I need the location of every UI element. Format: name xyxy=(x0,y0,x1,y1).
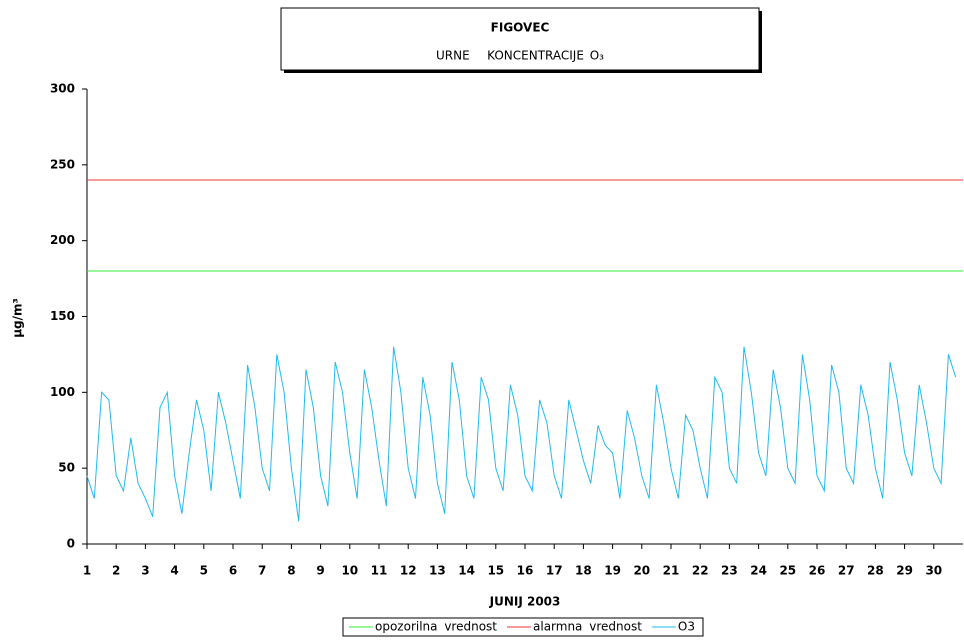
x-tick-label: 25 xyxy=(779,564,796,578)
y-tick-label: 300 xyxy=(50,82,75,96)
y-tick-label: 50 xyxy=(58,461,75,475)
legend-label: opozorilna vrednost xyxy=(375,620,497,634)
x-tick-label: 29 xyxy=(896,564,913,578)
x-tick-label: 3 xyxy=(141,564,149,578)
x-tick-label: 15 xyxy=(487,564,504,578)
legend-label: O3 xyxy=(678,620,695,634)
y-axis-label: µg/m³ xyxy=(11,298,25,338)
x-tick-label: 28 xyxy=(867,564,884,578)
x-tick-label: 27 xyxy=(838,564,855,578)
x-tick-label: 30 xyxy=(925,564,942,578)
x-tick-label: 12 xyxy=(400,564,417,578)
x-tick-label: 9 xyxy=(316,564,324,578)
x-tick-label: 13 xyxy=(429,564,446,578)
x-tick-label: 17 xyxy=(546,564,563,578)
x-tick-label: 6 xyxy=(229,564,237,578)
y-tick-label: 100 xyxy=(50,385,75,399)
x-tick-label: 19 xyxy=(604,564,621,578)
x-tick-label: 14 xyxy=(458,564,475,578)
chart-subtitle: URNE KONCENTRACIJE O₃ xyxy=(436,49,604,63)
x-tick-label: 8 xyxy=(287,564,295,578)
series-line xyxy=(86,346,957,522)
x-tick-label: 16 xyxy=(517,564,534,578)
x-tick-label: 24 xyxy=(750,564,767,578)
x-tick-label: 4 xyxy=(170,564,178,578)
x-tick-label: 2 xyxy=(112,564,120,578)
y-tick-label: 0 xyxy=(67,537,75,551)
x-tick-label: 22 xyxy=(692,564,709,578)
title-box xyxy=(280,7,760,71)
x-tick-label: 10 xyxy=(341,564,358,578)
y-tick-label: 150 xyxy=(50,309,75,323)
x-tick-label: 23 xyxy=(721,564,738,578)
x-tick-label: 26 xyxy=(809,564,826,578)
x-tick-label: 1 xyxy=(83,564,91,578)
x-axis-label: JUNIJ 2003 xyxy=(489,595,561,609)
x-tick-label: 18 xyxy=(575,564,592,578)
legend: opozorilna vrednost alarmna vrednost O3 xyxy=(342,617,704,637)
y-tick-label: 200 xyxy=(50,233,75,247)
x-tick-label: 20 xyxy=(633,564,650,578)
x-tick-label: 5 xyxy=(200,564,208,578)
x-tick-label: 21 xyxy=(663,564,680,578)
x-tick-label: 7 xyxy=(258,564,266,578)
legend-label: alarmna vrednost xyxy=(533,620,642,634)
chart-title: FIGOVEC xyxy=(491,21,550,35)
y-tick-label: 250 xyxy=(50,157,75,171)
x-tick-label: 11 xyxy=(371,564,388,578)
